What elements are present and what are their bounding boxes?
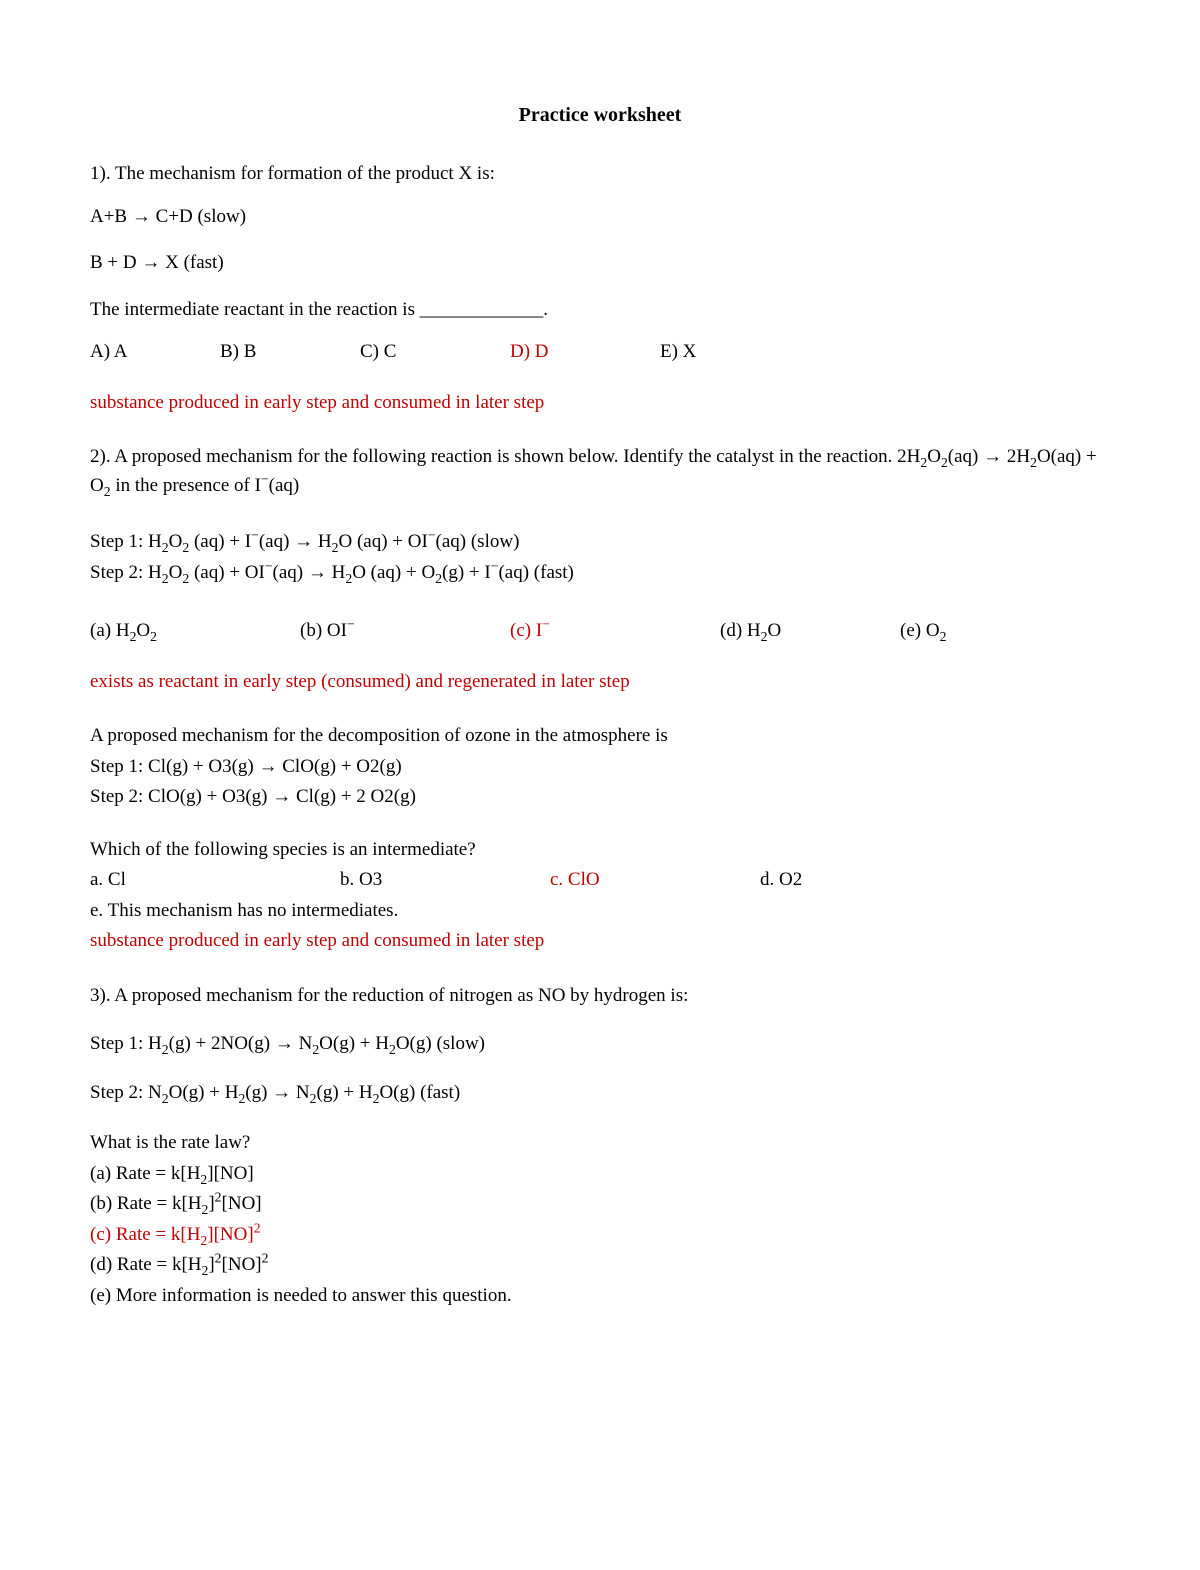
q2-opt-e: (e) O2 bbox=[900, 617, 946, 646]
q2b-opt-e: e. This mechanism has no intermediates. bbox=[90, 897, 1110, 926]
q2b-options: a. Cl b. O3 c. ClO d. O2 bbox=[90, 866, 1110, 895]
q3-prompt: 3). A proposed mechanism for the reducti… bbox=[90, 982, 1110, 1011]
q2b-explain: substance produced in early step and con… bbox=[90, 927, 1110, 956]
q3-opt-d: (d) Rate = k[H2]2[NO]2 bbox=[90, 1251, 1110, 1280]
q1-opt-a: A) A bbox=[90, 338, 220, 367]
q1-step1: A+B → C+D (slow) bbox=[90, 203, 1110, 232]
q3-step1: Step 1: H2(g) + 2NO(g) → N2O(g) + H2O(g)… bbox=[90, 1030, 1110, 1059]
q2b-opt-b: b. O3 bbox=[340, 866, 550, 895]
page-title: Practice worksheet bbox=[90, 100, 1110, 130]
q2-opt-d: (d) H2O bbox=[720, 617, 900, 646]
q3-ask: What is the rate law? bbox=[90, 1129, 1110, 1158]
q2b-opt-a: a. Cl bbox=[90, 866, 340, 895]
q2b-ask: Which of the following species is an int… bbox=[90, 836, 1110, 865]
q1-opt-c: C) C bbox=[360, 338, 510, 367]
q1-ask: The intermediate reactant in the reactio… bbox=[90, 296, 1110, 325]
q1-options: A) A B) B C) C D) D E) X bbox=[90, 338, 1110, 367]
q1-prompt: 1). The mechanism for formation of the p… bbox=[90, 160, 1110, 189]
q3-opt-c-answer: (c) Rate = k[H2][NO]2 bbox=[90, 1221, 1110, 1250]
q2-prompt: 2). A proposed mechanism for the followi… bbox=[90, 443, 1110, 500]
q1-opt-b: B) B bbox=[220, 338, 360, 367]
q2b-opt-d: d. O2 bbox=[760, 866, 802, 895]
q3-opt-b: (b) Rate = k[H2]2[NO] bbox=[90, 1190, 1110, 1219]
q2-prompt-prefix: 2). A proposed mechanism for the followi… bbox=[90, 446, 897, 467]
q1-explain: substance produced in early step and con… bbox=[90, 389, 1110, 418]
q3-step2: Step 2: N2O(g) + H2(g) → N2(g) + H2O(g) … bbox=[90, 1079, 1110, 1108]
q2b-prompt: A proposed mechanism for the decompositi… bbox=[90, 722, 1110, 751]
q3-answers: What is the rate law? (a) Rate = k[H2][N… bbox=[90, 1129, 1110, 1310]
q2b-opt-c-answer: c. ClO bbox=[550, 866, 760, 895]
q2-step1-note: (slow) bbox=[466, 531, 519, 552]
q2b-step1: Step 1: Cl(g) + O3(g) → ClO(g) + O2(g) bbox=[90, 753, 1110, 782]
q2-steps: Step 1: H2O2 (aq) + I−(aq) → H2O (aq) + … bbox=[90, 528, 1110, 587]
q1-step2: B + D → X (fast) bbox=[90, 249, 1110, 278]
q2-step2-note: (fast) bbox=[529, 562, 574, 583]
q3-opt-a: (a) Rate = k[H2][NO] bbox=[90, 1160, 1110, 1189]
q2b-block: A proposed mechanism for the decompositi… bbox=[90, 722, 1110, 812]
q2-explain: exists as reactant in early step (consum… bbox=[90, 668, 1110, 697]
q2-step2: Step 2: H2O2 (aq) + OI−(aq) → H2O (aq) +… bbox=[90, 559, 1110, 588]
q1-opt-e: E) X bbox=[660, 338, 696, 367]
q2-opt-a: (a) H2O2 bbox=[90, 617, 300, 646]
q2b-step2: Step 2: ClO(g) + O3(g) → Cl(g) + 2 O2(g) bbox=[90, 783, 1110, 812]
q2-options: (a) H2O2 (b) OI− (c) I− (d) H2O (e) O2 bbox=[90, 617, 1110, 646]
q1-opt-d-answer: D) D bbox=[510, 338, 660, 367]
q3-opt-e: (e) More information is needed to answer… bbox=[90, 1282, 1110, 1311]
q2-opt-b: (b) OI− bbox=[300, 617, 510, 646]
q2-opt-c-answer: (c) I− bbox=[510, 617, 720, 646]
q2-step1: Step 1: H2O2 (aq) + I−(aq) → H2O (aq) + … bbox=[90, 528, 1110, 557]
